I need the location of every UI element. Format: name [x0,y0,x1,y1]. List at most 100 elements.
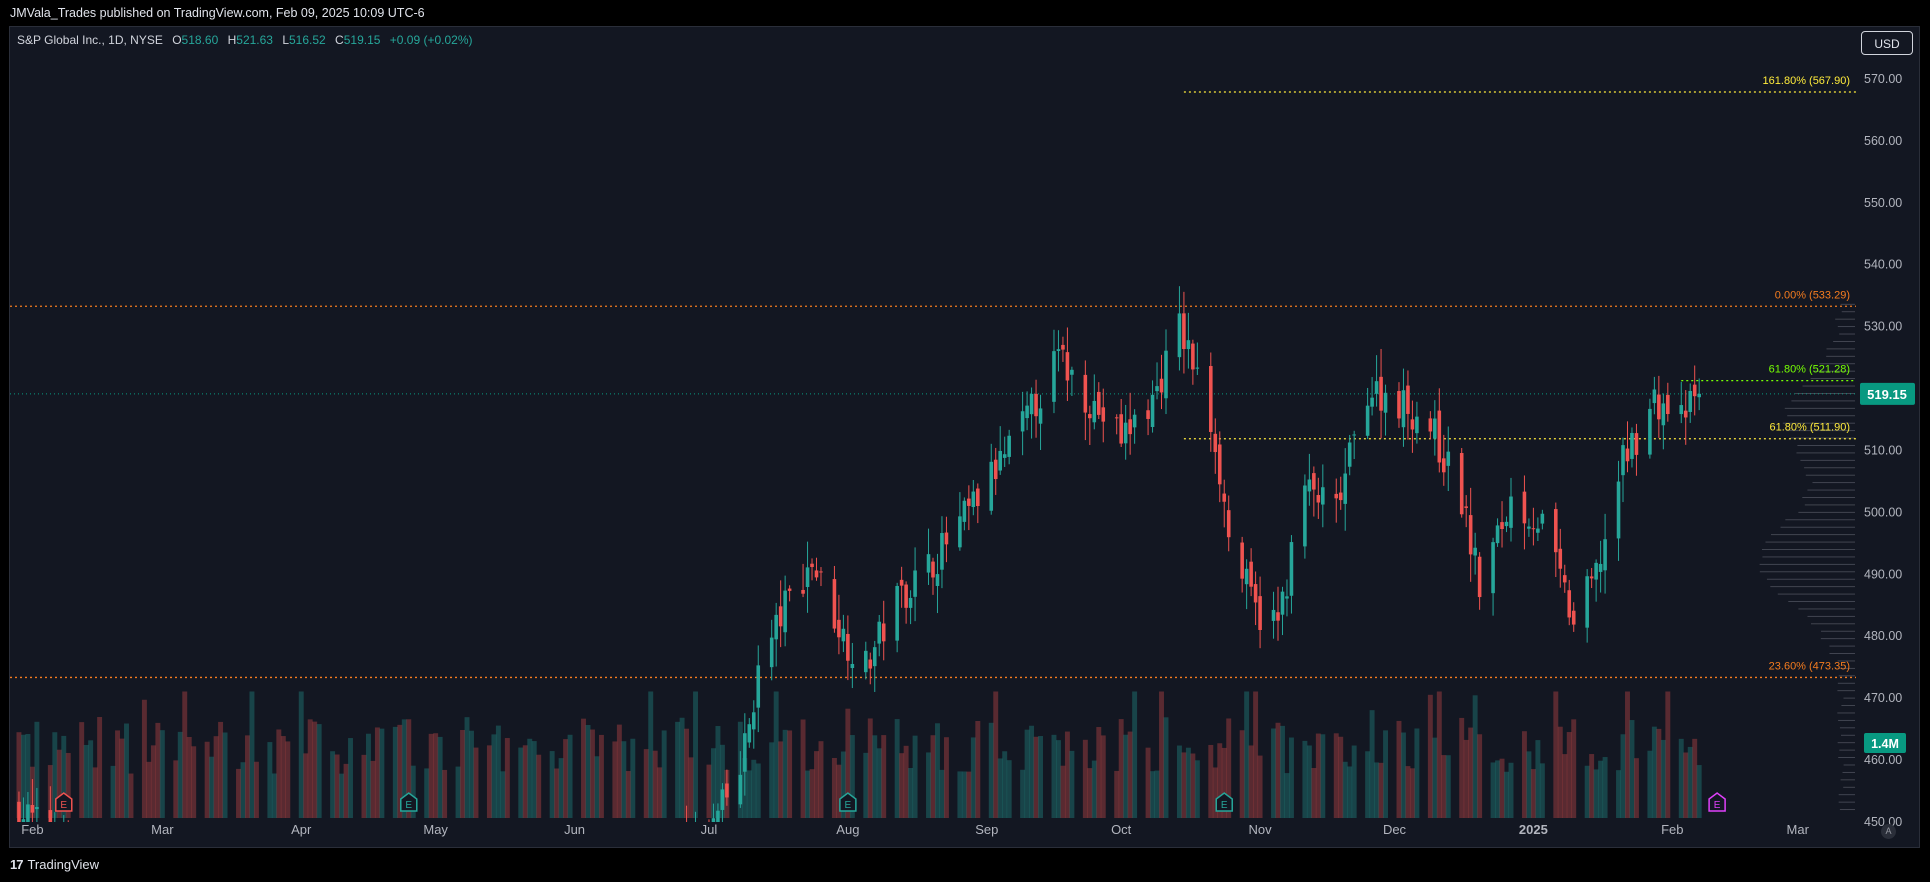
volume-bar [625,771,631,818]
candle-body [1222,493,1227,502]
candle-body [1374,381,1379,394]
volume-profile-bar [1843,764,1855,766]
candle-body [1029,393,1034,415]
volume-bar [930,735,936,818]
volume-bar [567,734,573,818]
volume-bar [173,760,179,818]
volume-bar [155,722,161,818]
volume-bar [177,731,183,818]
volume-bar [146,761,152,818]
volume-bar [876,748,882,818]
volume-bar [1553,691,1559,818]
volume-bar [1530,769,1536,818]
volume-bar [970,737,976,818]
tradingview-logo[interactable]: 17 TradingView [10,857,99,872]
candle-body [711,818,716,822]
volume-bar [598,734,604,818]
volume-bar [1687,746,1693,818]
volume-bar [500,771,506,818]
volume-profile-bar [1800,459,1855,461]
volume-badge [1864,733,1906,753]
volume-bar [881,735,887,818]
volume-bar [1441,755,1447,818]
volume-bar [455,766,461,818]
volume-bar [1436,691,1442,818]
volume-bar [334,754,340,818]
volume-bar [115,730,120,818]
volume-bar [1315,733,1321,818]
volume-bar [1477,734,1483,818]
candle-body [868,659,873,669]
volume-bar [339,773,345,818]
volume-profile-bar [1838,757,1855,759]
volume-profile-bar [1759,563,1855,565]
candle-body [1321,487,1325,505]
candle-body [17,801,21,822]
volume-bar [1633,758,1639,818]
volume-bar [755,763,761,818]
volume-bar [1091,760,1097,818]
volume-bar [307,719,313,818]
volume-profile-bar [1838,719,1855,721]
candle-body [1343,473,1348,504]
x-axis-tick-label: Mar [151,822,174,837]
candle-body [1083,374,1088,413]
earnings-marker-label: E [1221,800,1228,811]
chart-frame[interactable] [9,26,1920,848]
volume-profile-bar [1805,474,1855,476]
candle-body [931,561,935,578]
volume-bar [1593,769,1599,818]
candle-body [1585,576,1589,628]
candle-body [1285,596,1289,599]
candle-body [1276,612,1280,621]
volume-bar [1660,739,1666,818]
volume-bar [97,717,103,818]
candle-body [1258,596,1262,631]
volume-profile-bar [1843,697,1855,699]
currency-button[interactable]: USD [1861,31,1913,55]
volume-bar [209,756,215,818]
volume-bar [271,773,277,818]
candle-body [1491,542,1495,594]
volume-bar [65,752,71,818]
fib-level-label: 0.00% (533.29) [1775,289,1850,301]
volume-profile-bar [1791,400,1855,402]
volume-bar [993,691,999,818]
volume-bar [612,741,618,818]
volume-bar [787,730,793,818]
candle-body [1459,453,1464,515]
volume-bar [831,757,837,818]
candle-body [1428,418,1433,432]
volume-bar [433,733,439,818]
volume-profile-bar [1841,705,1855,706]
volume-bar [903,745,909,818]
volume-bar [1051,734,1057,818]
candle-body [1522,491,1527,524]
fib-level-label: 161.80% (567.90) [1763,75,1850,87]
volume-profile-bar [1804,504,1855,506]
volume-bar [365,733,371,818]
volume-bar [397,724,403,818]
x-axis-tick-label: Mar [1787,822,1810,837]
x-axis-tick-label: Jun [564,822,585,837]
tradingview-logo-icon: 17 [10,857,24,872]
volume-bar [1369,710,1375,818]
volume-profile-bar [1837,326,1855,328]
volume-bar [849,735,855,818]
candle-body [1531,528,1536,530]
volume-profile-bar [1829,645,1855,647]
candle-body [48,810,53,822]
candle-body [1527,526,1531,529]
candle-body [1433,418,1437,439]
candle-body [1132,414,1137,428]
volume-bar [1145,747,1151,818]
candle-body [1226,510,1231,538]
volume-profile-bar [1819,363,1855,365]
volume-profile-bar [1787,415,1855,417]
volume-profile-bar [1838,667,1855,669]
volume-bar [182,691,188,818]
volume-bar [943,737,949,818]
volume-bar [746,770,752,818]
auto-scale-button[interactable]: A [1881,824,1896,839]
